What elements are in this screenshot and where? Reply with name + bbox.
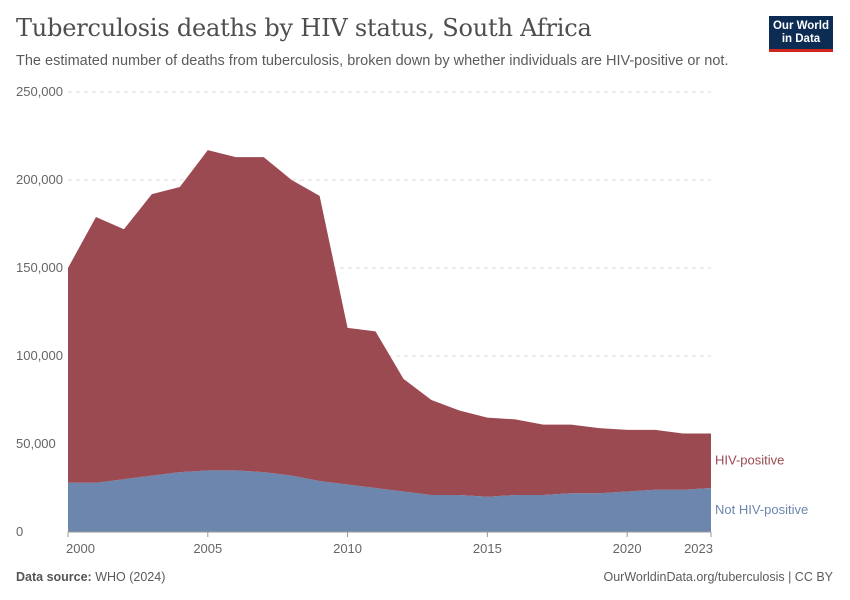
area-not-hiv-positive[interactable]	[68, 470, 711, 532]
page-title: Tuberculosis deaths by HIV status, South…	[16, 14, 592, 42]
x-tick-label: 2005	[193, 541, 222, 556]
footer-url[interactable]: OurWorldinData.org/tuberculosis | CC BY	[603, 570, 834, 584]
logo-line-1: Our World	[772, 20, 829, 32]
series-labels: Not HIV-positive HIV-positive	[715, 453, 808, 517]
logo-line-2: in Data	[781, 33, 821, 45]
y-tick-label: 200,000	[16, 172, 63, 187]
x-tick-label: 2010	[333, 541, 362, 556]
chart-subtitle: The estimated number of deaths from tube…	[16, 53, 729, 69]
data-source-label: Data source:	[16, 570, 92, 584]
y-tick-label: 250,000	[16, 84, 63, 99]
x-tick-label: 2015	[473, 541, 502, 556]
x-tick-label: 2020	[613, 541, 642, 556]
data-source-value[interactable]: WHO (2024)	[95, 570, 166, 584]
series-label: HIV-positive	[715, 453, 784, 468]
owid-logo[interactable]: Our World in Data	[769, 16, 833, 52]
series-label: Not HIV-positive	[715, 502, 808, 517]
y-tick-label: 150,000	[16, 260, 63, 275]
x-tick-label: 2000	[66, 541, 95, 556]
y-tick-label: 0	[16, 524, 23, 539]
data-source: Data source: WHO (2024)	[16, 570, 165, 584]
y-tick-label: 100,000	[16, 348, 63, 363]
axes: 0 50,000 100,000 150,000 200,000 250,000 2000 2…	[16, 84, 713, 556]
y-tick-label: 50,000	[16, 436, 56, 451]
x-tick-label: 2023	[684, 541, 713, 556]
area-series	[68, 150, 711, 532]
area-hiv-positive[interactable]	[68, 150, 711, 497]
